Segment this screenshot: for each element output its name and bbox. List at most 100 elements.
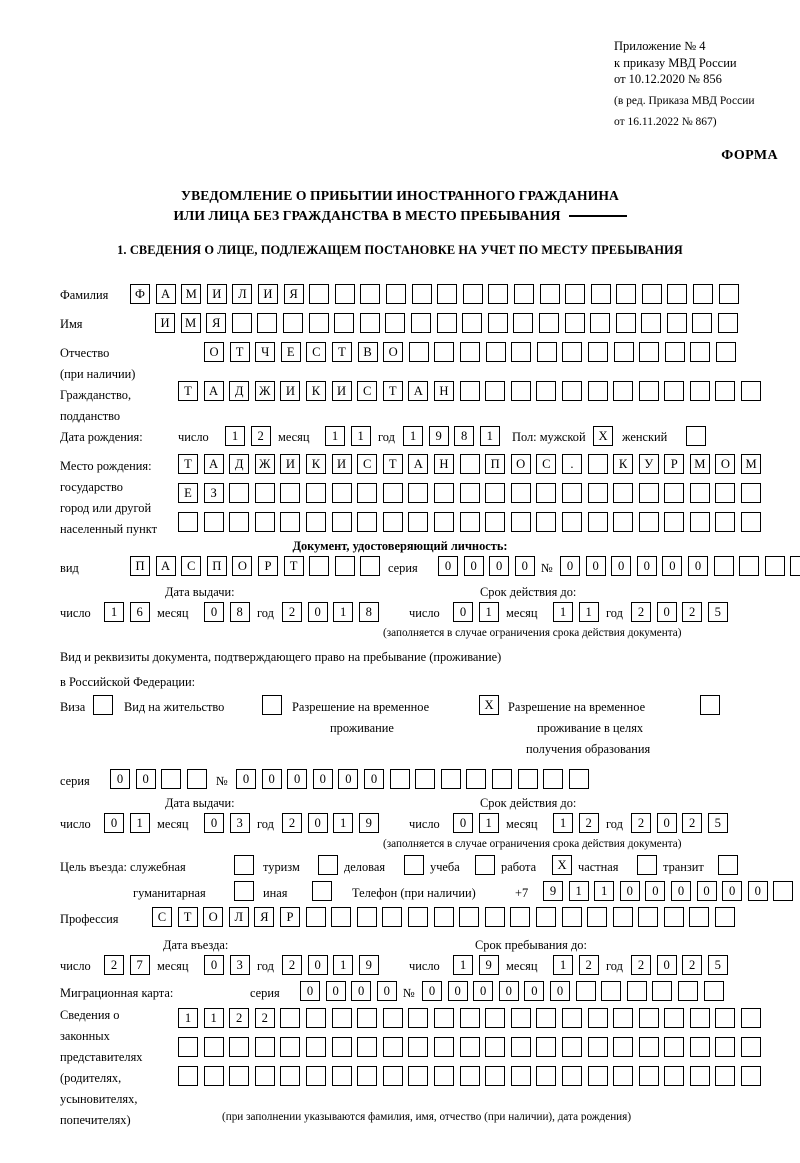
purpose-humanitarian-checkbox[interactable] xyxy=(234,881,254,901)
char-box[interactable] xyxy=(689,1008,710,1028)
char-box[interactable]: 0 xyxy=(463,556,484,576)
char-box[interactable] xyxy=(664,483,685,503)
char-box[interactable] xyxy=(638,381,659,401)
char-box[interactable] xyxy=(411,284,432,304)
char-box[interactable] xyxy=(689,1066,710,1086)
char-box[interactable]: 1 xyxy=(129,813,150,833)
char-box[interactable]: Л xyxy=(232,284,253,304)
char-box[interactable] xyxy=(718,855,738,875)
char-box[interactable]: 1 xyxy=(478,602,499,622)
char-box[interactable]: 1 xyxy=(478,813,499,833)
char-box[interactable]: 0 xyxy=(204,955,224,975)
char-box[interactable]: 8 xyxy=(454,426,475,446)
char-box[interactable] xyxy=(254,1066,275,1086)
char-box[interactable] xyxy=(686,426,706,446)
char-box[interactable]: 0 xyxy=(204,602,224,622)
char-box[interactable] xyxy=(93,695,113,715)
char-box[interactable] xyxy=(536,381,557,401)
char-box[interactable] xyxy=(639,342,660,362)
char-box[interactable] xyxy=(410,313,431,333)
char-box[interactable] xyxy=(613,381,634,401)
char-box[interactable] xyxy=(360,284,381,304)
char-box[interactable] xyxy=(280,512,301,532)
sex-female-checkbox[interactable] xyxy=(686,426,706,446)
char-box[interactable]: 5 xyxy=(707,813,728,833)
char-box[interactable]: 2 xyxy=(282,602,302,622)
char-box[interactable] xyxy=(587,1008,608,1028)
char-box[interactable]: М xyxy=(741,454,762,474)
char-box[interactable] xyxy=(433,907,454,927)
char-box[interactable] xyxy=(280,1066,301,1086)
char-box[interactable]: О xyxy=(383,342,404,362)
char-box[interactable] xyxy=(693,284,714,304)
char-box[interactable] xyxy=(262,695,282,715)
char-box[interactable] xyxy=(485,512,506,532)
char-box[interactable] xyxy=(561,1037,582,1057)
char-box[interactable]: 0 xyxy=(307,813,328,833)
char-box[interactable]: 1 xyxy=(178,1008,198,1028)
char-box[interactable] xyxy=(382,1008,403,1028)
char-box[interactable] xyxy=(408,1066,429,1086)
char-box[interactable]: 0 xyxy=(687,556,708,576)
char-box[interactable] xyxy=(616,284,637,304)
char-box[interactable]: 0 xyxy=(645,881,666,901)
char-box[interactable] xyxy=(408,342,429,362)
char-box[interactable]: 0 xyxy=(351,981,372,1001)
char-box[interactable] xyxy=(543,769,564,789)
char-box[interactable] xyxy=(407,907,428,927)
char-box[interactable] xyxy=(459,342,480,362)
char-box[interactable] xyxy=(434,342,455,362)
char-box[interactable] xyxy=(517,769,538,789)
char-box[interactable]: Н xyxy=(433,381,454,401)
char-box[interactable]: Р xyxy=(664,454,685,474)
char-box[interactable] xyxy=(433,1037,454,1057)
char-box[interactable]: 2 xyxy=(578,955,599,975)
char-box[interactable]: 1 xyxy=(203,1008,224,1028)
char-box[interactable] xyxy=(309,556,330,576)
char-box[interactable]: 1 xyxy=(578,602,599,622)
char-box[interactable]: 0 xyxy=(560,556,580,576)
char-box[interactable] xyxy=(538,313,559,333)
char-box[interactable] xyxy=(715,1037,736,1057)
char-box[interactable]: 1 xyxy=(453,955,473,975)
char-box[interactable] xyxy=(485,381,506,401)
char-box[interactable] xyxy=(587,1066,608,1086)
char-box[interactable] xyxy=(587,907,608,927)
char-box[interactable] xyxy=(536,342,557,362)
char-box[interactable] xyxy=(203,1066,224,1086)
char-box[interactable] xyxy=(510,907,531,927)
char-box[interactable] xyxy=(561,381,582,401)
char-box[interactable]: Т xyxy=(331,342,352,362)
char-box[interactable] xyxy=(360,556,381,576)
char-box[interactable] xyxy=(773,881,794,901)
char-box[interactable] xyxy=(385,313,406,333)
char-box[interactable] xyxy=(357,1037,378,1057)
char-box[interactable]: 2 xyxy=(282,813,302,833)
char-box[interactable] xyxy=(715,512,736,532)
char-box[interactable] xyxy=(587,381,608,401)
char-box[interactable] xyxy=(408,1037,429,1057)
char-box[interactable]: Т xyxy=(229,342,250,362)
char-box[interactable]: 2 xyxy=(631,955,651,975)
purpose-study-checkbox[interactable] xyxy=(475,855,495,875)
char-box[interactable] xyxy=(485,1066,506,1086)
char-box[interactable] xyxy=(741,1066,762,1086)
char-box[interactable]: 2 xyxy=(578,813,599,833)
char-box[interactable]: 0 xyxy=(236,769,256,789)
char-box[interactable]: 2 xyxy=(682,955,703,975)
char-box[interactable]: 0 xyxy=(204,813,224,833)
char-box[interactable] xyxy=(408,483,429,503)
char-box[interactable] xyxy=(459,381,480,401)
char-box[interactable] xyxy=(331,1037,352,1057)
char-box[interactable]: 2 xyxy=(282,955,302,975)
char-box[interactable] xyxy=(382,1066,403,1086)
